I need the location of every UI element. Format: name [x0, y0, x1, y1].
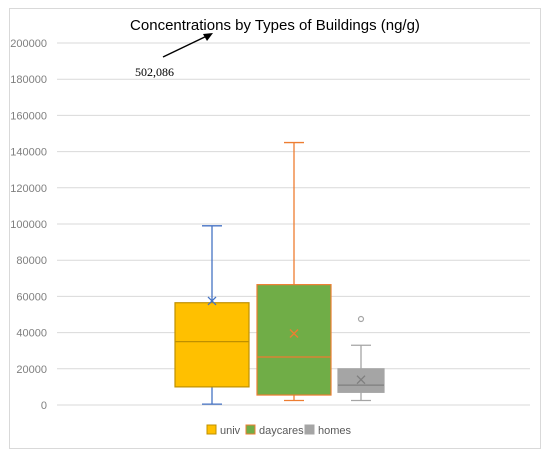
y-tick-label: 120000	[10, 183, 47, 195]
legend-swatch-homes	[304, 424, 315, 435]
annotation-arrowhead	[203, 33, 213, 41]
y-tick-label: 60000	[16, 291, 47, 303]
box-homes	[337, 315, 385, 402]
mean-marker	[289, 329, 299, 338]
legend: univ daycares homes	[206, 424, 352, 437]
annotation-arrow	[162, 33, 212, 58]
box-daycares	[256, 141, 332, 402]
mean-marker	[356, 375, 366, 385]
chart-title: Concentrations by Types of Buildings (ng…	[130, 17, 420, 34]
y-tick-label: 40000	[16, 328, 47, 340]
legend-label-homes: homes	[318, 425, 352, 437]
y-tick-label: 160000	[10, 110, 47, 122]
y-tick-label: 140000	[10, 147, 47, 159]
box-series	[174, 141, 385, 405]
y-tick-label: 200000	[10, 38, 47, 50]
box-body	[256, 284, 332, 396]
mean-marker	[207, 296, 217, 306]
y-axis-tick-labels: 0 20000 40000 60000 80000 100000 120000 140000 1…	[10, 38, 47, 412]
y-tick-label: 180000	[10, 74, 47, 86]
y-tick-label: 100000	[10, 219, 47, 231]
legend-label-univ: univ	[220, 425, 241, 437]
legend-label-daycares: daycares	[259, 425, 304, 437]
gridlines	[57, 42, 530, 406]
y-tick-label: 0	[41, 400, 47, 412]
legend-swatch-univ	[206, 424, 217, 435]
y-tick-label: 20000	[16, 364, 47, 376]
box-univ	[174, 225, 250, 405]
annotation: 502,086	[135, 33, 213, 79]
annotation-label: 502,086	[135, 65, 174, 79]
legend-swatch-daycares	[245, 424, 256, 435]
box-body	[174, 302, 250, 388]
outlier-point	[357, 315, 365, 323]
y-tick-label: 80000	[16, 255, 47, 267]
